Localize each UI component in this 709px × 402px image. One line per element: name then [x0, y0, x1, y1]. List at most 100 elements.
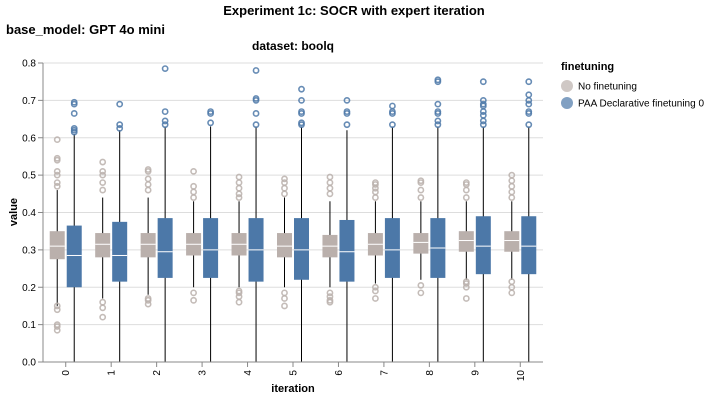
box-outlier: [99, 186, 107, 194]
box-group: [504, 171, 520, 297]
box-outlier: [525, 108, 533, 115]
x-tick-label: 1: [107, 370, 118, 376]
box-body: [140, 233, 156, 258]
box-body: [95, 233, 111, 258]
box-outlier: [298, 119, 305, 127]
box-outlier: [479, 108, 487, 115]
box-group: [384, 102, 400, 362]
box-outlier: [525, 121, 533, 129]
box-outlier: [508, 194, 516, 201]
y-tick-label: 0.0: [22, 358, 36, 369]
column-facet-label: dataset: boolq: [252, 39, 334, 53]
box-group: [339, 96, 355, 362]
y-axis-label: value: [8, 198, 20, 226]
box-outlier: [281, 190, 288, 198]
box-body: [413, 233, 429, 254]
box-outlier: [235, 287, 243, 295]
box-outlier: [298, 85, 305, 93]
box-outlier: [417, 289, 425, 297]
y-tick-label: 0.4: [22, 208, 36, 219]
y-tick-label: 0.7: [22, 96, 36, 107]
box-outlier: [144, 186, 152, 194]
box-outlier: [53, 302, 61, 310]
box-outlier: [70, 125, 78, 132]
box-body: [458, 231, 474, 252]
box-outlier: [190, 289, 197, 297]
box-group: [203, 108, 219, 362]
box-outlier: [99, 298, 107, 306]
box-body: [277, 233, 292, 258]
legend-title: finetuning: [561, 61, 614, 73]
box-group: [277, 175, 292, 310]
box-outlier: [326, 293, 334, 300]
box-outlier: [326, 289, 334, 297]
box-outlier: [372, 295, 379, 302]
row-facet-label: base_model: GPT 4o mini: [6, 22, 165, 37]
box-body: [504, 231, 520, 252]
box-outlier: [434, 108, 442, 115]
box-outlier: [434, 121, 442, 129]
box-outlier: [372, 287, 379, 295]
box-outlier: [116, 125, 124, 132]
box-outlier: [343, 108, 351, 115]
box-group: [49, 136, 65, 334]
y-tick-label: 0.5: [22, 171, 36, 182]
box-outlier: [207, 119, 214, 127]
box-outlier: [190, 188, 197, 196]
x-tick-label: 9: [470, 370, 481, 376]
box-outlier: [99, 179, 107, 186]
x-tick-label: 2: [152, 370, 163, 376]
box-outlier: [343, 96, 351, 104]
box-outlier: [281, 289, 288, 297]
box-body: [475, 216, 491, 275]
box-outlier: [161, 121, 169, 129]
box-outlier: [53, 136, 61, 144]
box-outlier: [508, 177, 516, 185]
box-group: [248, 67, 264, 362]
box-outlier: [525, 91, 533, 99]
box-outlier: [53, 167, 61, 175]
box-outlier: [281, 295, 288, 302]
box-outlier: [252, 110, 260, 117]
box-group: [157, 65, 173, 362]
box-outlier: [343, 121, 351, 129]
box-body: [112, 221, 128, 282]
box-group: [322, 173, 338, 306]
x-tick-label: 3: [198, 370, 209, 376]
box-group: [294, 85, 309, 362]
x-tick-label: 8: [425, 370, 436, 376]
y-tick-label: 0.8: [22, 59, 36, 70]
box-outlier: [281, 175, 288, 183]
box-outlier: [161, 108, 169, 115]
box-outlier: [235, 298, 243, 306]
box-outlier: [144, 166, 152, 173]
legend-swatch: [561, 97, 573, 109]
box-body: [384, 218, 400, 278]
box-body: [49, 231, 65, 260]
box-outlier: [298, 108, 305, 115]
box-outlier: [479, 78, 487, 86]
box-outlier: [417, 177, 425, 185]
box-outlier: [479, 100, 487, 108]
box-outlier: [326, 296, 334, 304]
box-outlier: [53, 306, 61, 314]
y-tick-label: 0.3: [22, 245, 36, 256]
box-group: [186, 167, 202, 304]
box-outlier: [462, 278, 470, 286]
box-outlier: [235, 179, 243, 186]
box-group: [367, 179, 383, 302]
box-outlier: [462, 179, 470, 186]
box-outlier: [53, 171, 61, 179]
box-body: [521, 216, 537, 275]
box-outlier: [479, 117, 487, 125]
box-outlier: [190, 194, 197, 201]
box-outlier: [235, 194, 243, 201]
box-group: [521, 78, 537, 362]
box-outlier: [525, 78, 533, 86]
x-axis-ticks: 0 1 2 3 4 5 6 7 8 9 10: [61, 362, 527, 381]
box-outlier: [462, 194, 470, 201]
box-outlier: [144, 175, 152, 183]
box-outlier: [479, 111, 487, 119]
box-outlier: [53, 182, 61, 190]
